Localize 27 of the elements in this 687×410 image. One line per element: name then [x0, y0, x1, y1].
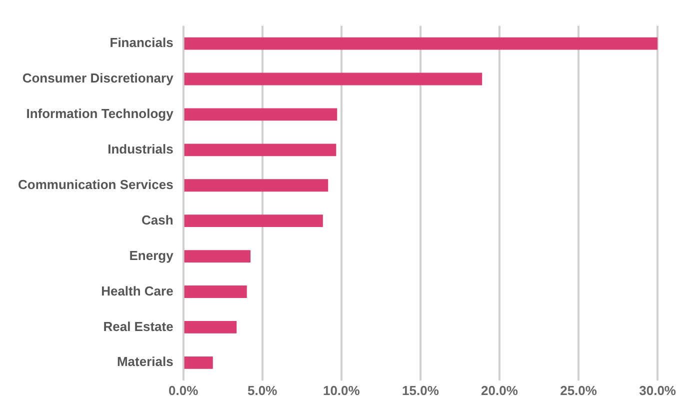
y-tick-label: Health Care	[101, 283, 174, 298]
y-tick-label: Energy	[129, 248, 174, 263]
x-tick-label: 0.0%	[168, 382, 199, 398]
bar	[184, 250, 251, 262]
bar	[184, 179, 328, 192]
x-tick-label: 30.0%	[639, 382, 676, 398]
bar	[184, 37, 658, 50]
bar	[184, 286, 247, 298]
bar	[184, 108, 338, 121]
y-tick-label: Industrials	[108, 141, 174, 156]
bar	[184, 214, 323, 228]
bar	[184, 321, 237, 334]
y-tick-label: Consumer Discretionary	[22, 70, 174, 86]
y-tick-label: Communication Services	[18, 176, 174, 192]
bar	[184, 356, 213, 369]
y-tick-label: Materials	[116, 354, 174, 370]
x-tick-label: 10.0%	[322, 382, 360, 398]
x-tick-label: 25.0%	[560, 382, 598, 398]
y-tick-label: Information Technology	[26, 106, 174, 122]
y-tick-label: Cash	[142, 212, 174, 228]
y-tick-label: Real Estate	[103, 318, 174, 334]
bar	[184, 72, 482, 86]
bar	[184, 144, 336, 156]
y-tick-label: Financials	[110, 35, 174, 50]
x-tick-label: 5.0%	[248, 382, 278, 398]
x-tick-label: 15.0%	[402, 382, 440, 398]
x-tick-label: 20.0%	[481, 382, 518, 398]
